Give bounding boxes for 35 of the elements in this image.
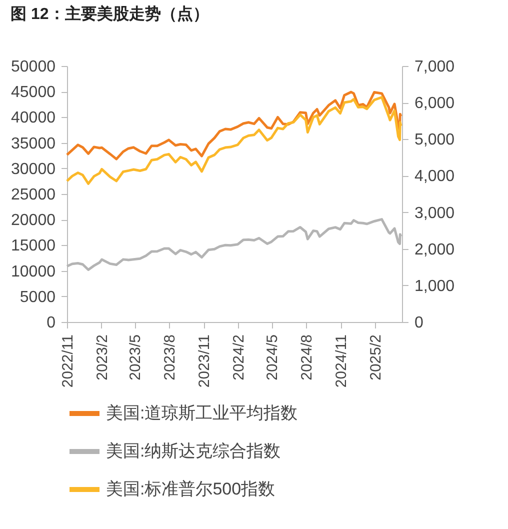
y2-tick-label: 3,000 (414, 204, 455, 222)
y2-tick-label: 4,000 (414, 168, 455, 186)
line-series (66, 96, 402, 185)
y2-tick-label: 2,000 (414, 241, 455, 258)
legend-label: 美国:标准普尔500指数 (106, 480, 276, 498)
x-tick-label: 2023/2 (94, 334, 111, 380)
y2-tick-label: 5,000 (414, 132, 455, 149)
y-tick-label: 10000 (11, 263, 56, 280)
y-tick-label: 5000 (20, 288, 56, 306)
legend-label: 美国:纳斯达克综合指数 (106, 442, 281, 460)
y-tick-label: 45000 (11, 84, 56, 102)
x-tick-label: 2022/11 (60, 334, 76, 388)
y-tick-label: 40000 (11, 110, 56, 127)
x-tick-label: 2025/2 (368, 334, 385, 380)
x-tick-label: 2023/8 (162, 334, 179, 380)
y2-tick-label: 6,000 (414, 95, 455, 112)
y2-tick-label: 0 (414, 314, 424, 332)
x-tick-label: 2023/11 (196, 334, 214, 388)
x-tick-label: 2023/5 (127, 334, 144, 380)
x-tick-label: 2024/5 (264, 334, 282, 380)
y2-tick-label: 7,000 (414, 58, 455, 76)
y-tick-label: 20000 (11, 212, 56, 230)
line-series (66, 90, 402, 160)
y-tick-label: 50000 (11, 58, 56, 76)
y-tick-label: 0 (46, 314, 56, 332)
y-tick-label: 30000 (11, 160, 56, 178)
chart-title: 图 12：主要美股走势（点） (10, 4, 209, 23)
y-tick-label: 35000 (11, 135, 56, 152)
y2-tick-label: 1,000 (414, 278, 455, 295)
x-tick-label: 2024/11 (333, 334, 350, 388)
y-tick-label: 25000 (11, 186, 56, 204)
y-tick-label: 15000 (11, 238, 56, 255)
x-tick-label: 2024/2 (230, 334, 248, 380)
legend-label: 美国:道琼斯工业平均指数 (106, 404, 298, 422)
x-tick-label: 2024/8 (298, 334, 316, 380)
